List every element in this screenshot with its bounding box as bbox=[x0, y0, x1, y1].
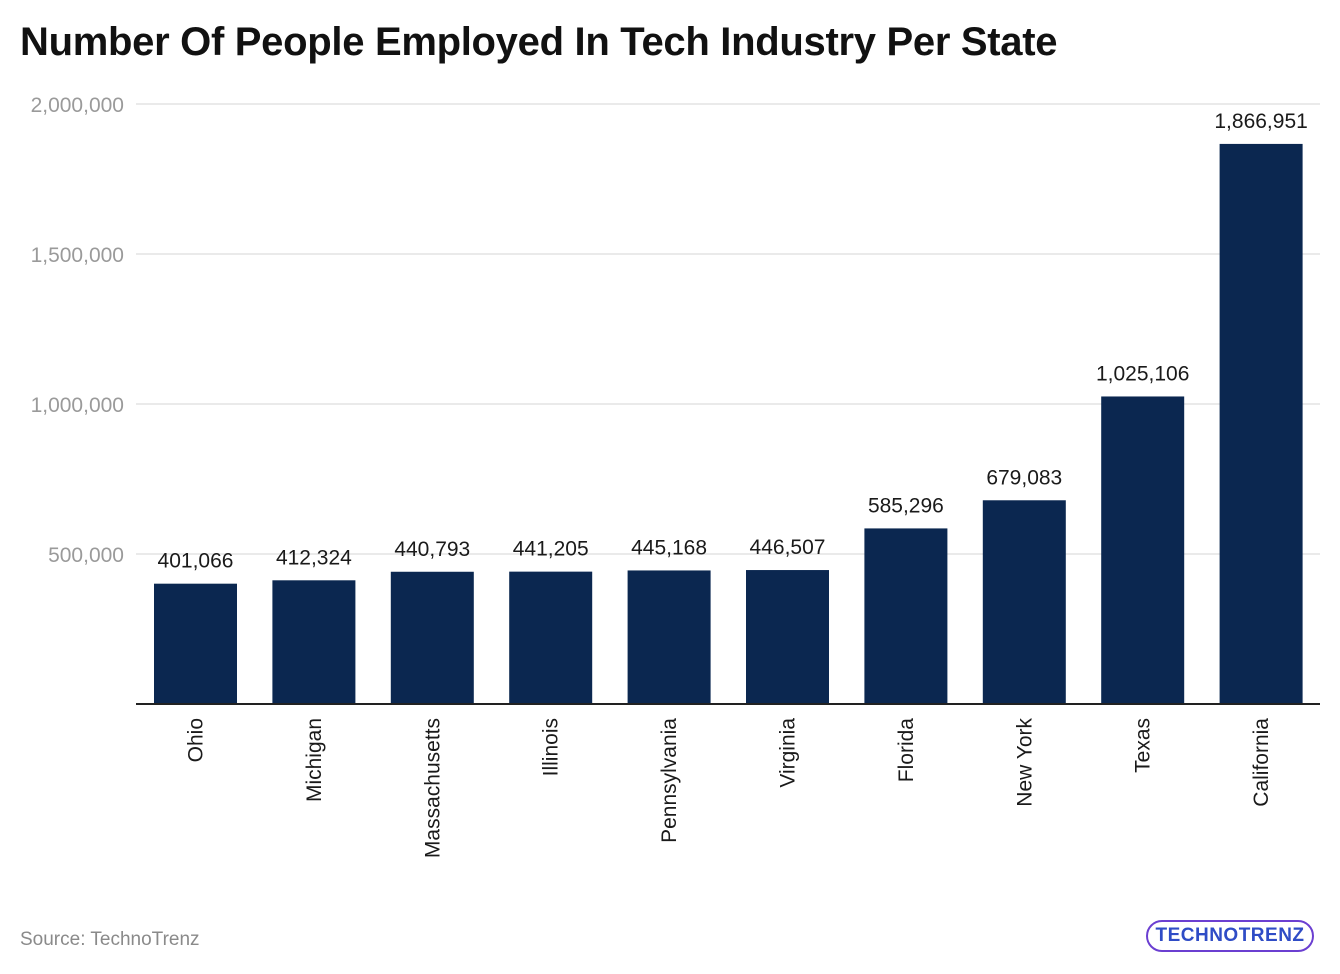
bar-michigan bbox=[272, 580, 356, 704]
bar-california bbox=[1219, 143, 1303, 705]
bar-ohio bbox=[154, 583, 237, 704]
bar-new-york bbox=[982, 500, 1066, 704]
data-label: 440,793 bbox=[394, 538, 470, 561]
data-labels: 401,066 412,324 440,793 441,205 445,168 446,5… bbox=[158, 110, 1308, 573]
x-category-label: Michigan bbox=[303, 718, 326, 802]
data-label: 446,507 bbox=[750, 536, 826, 559]
x-category-label: Illinois bbox=[540, 718, 563, 776]
y-tick-label: 1,000,000 bbox=[31, 394, 124, 417]
chart-title: Number Of People Employed In Tech Indust… bbox=[20, 20, 1058, 64]
source-note: Source: TechnoTrenz bbox=[20, 929, 200, 950]
x-category-label: Massachusetts bbox=[421, 718, 444, 858]
bar-virginia bbox=[746, 570, 829, 704]
y-tick-label: 500,000 bbox=[48, 544, 124, 567]
bar-massachusetts bbox=[390, 571, 474, 704]
data-label: 401,066 bbox=[158, 550, 234, 573]
data-label: 1,025,106 bbox=[1096, 362, 1189, 385]
y-tick-label: 2,000,000 bbox=[31, 94, 124, 117]
bar-illinois bbox=[509, 571, 593, 704]
x-category-label: New York bbox=[1013, 718, 1036, 807]
y-axis-ticks: 500,000 1,000,000 1,500,000 2,000,000 bbox=[31, 94, 124, 567]
technotrenz-logo: TECHNOTRENZ bbox=[1146, 920, 1314, 952]
data-label: 412,324 bbox=[276, 546, 352, 569]
bars bbox=[154, 143, 1303, 705]
bar-texas bbox=[1101, 396, 1185, 704]
data-label: 441,205 bbox=[513, 538, 589, 561]
x-category-label: Pennsylvania bbox=[658, 718, 681, 843]
y-tick-label: 1,500,000 bbox=[31, 244, 124, 267]
x-category-label: Ohio bbox=[185, 718, 208, 762]
data-label: 585,296 bbox=[868, 494, 944, 517]
x-category-label: Florida bbox=[895, 718, 918, 783]
x-category-label: Virginia bbox=[777, 718, 800, 788]
data-label: 679,083 bbox=[986, 466, 1062, 489]
x-category-label: Texas bbox=[1132, 718, 1155, 773]
bar-pennsylvania bbox=[627, 570, 711, 704]
x-axis-categories: Ohio Michigan Massachusetts Illinois Pennsyl… bbox=[185, 718, 1274, 859]
logo-text: TECHNOTRENZ bbox=[1155, 925, 1305, 946]
x-category-label: California bbox=[1250, 718, 1273, 807]
data-label: 1,866,951 bbox=[1214, 110, 1307, 133]
bar-florida bbox=[864, 528, 948, 704]
data-label: 445,168 bbox=[631, 536, 707, 559]
